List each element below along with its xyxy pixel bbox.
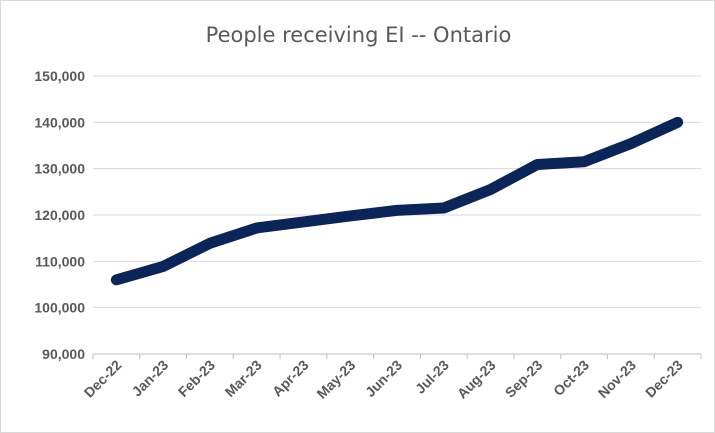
y-tick-label: 140,000 — [34, 114, 85, 130]
y-tick-label: 100,000 — [34, 300, 85, 316]
chart-title: People receiving EI -- Ontario — [205, 23, 512, 47]
x-tick-label: Nov-23 — [595, 357, 639, 401]
y-tick-label: 150,000 — [34, 68, 85, 84]
x-tick-label: Jun-23 — [362, 357, 405, 400]
x-tick-label: Jan-23 — [129, 357, 172, 400]
x-tick-label: Aug-23 — [454, 357, 499, 402]
x-tick-label: May-23 — [313, 357, 358, 402]
series-line — [110, 116, 684, 286]
y-tick-label: 110,000 — [35, 253, 85, 269]
x-tick-label: Jul-23 — [412, 357, 452, 397]
x-tick-label: Feb-23 — [175, 357, 218, 400]
x-tick-label: Apr-23 — [269, 357, 312, 400]
x-tick-label: Oct-23 — [550, 357, 592, 399]
x-tick-label: Sep-23 — [502, 357, 546, 401]
y-tick-label: 90,000 — [42, 346, 85, 362]
x-tick-label: Dec-22 — [81, 357, 125, 401]
x-tick-label: Dec-23 — [642, 357, 686, 401]
y-tick-label: 130,000 — [34, 161, 85, 177]
y-tick-label: 120,000 — [34, 207, 85, 223]
x-tick-label: Mar-23 — [222, 357, 265, 400]
